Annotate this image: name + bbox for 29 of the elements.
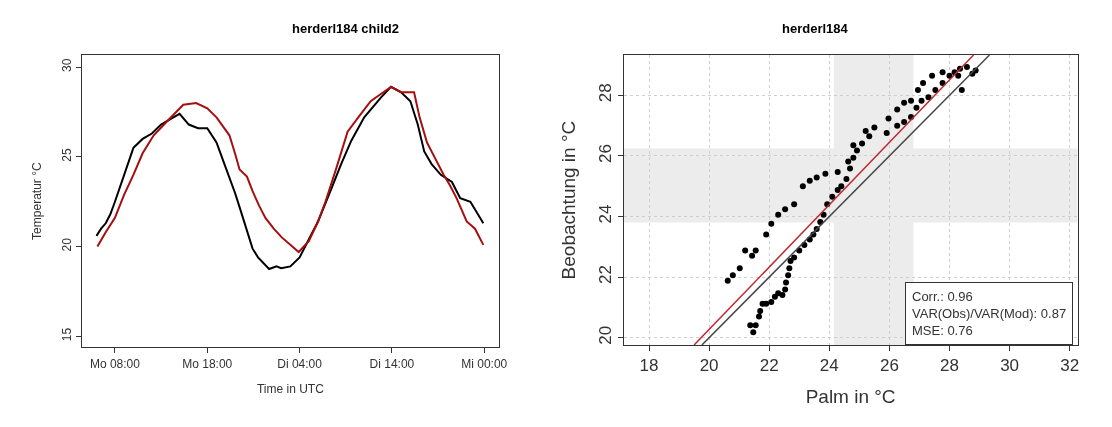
x-tick-label: 24 [819,356,839,376]
x-tick-label: 32 [1060,356,1080,376]
y-tick-label: 25 [59,148,74,162]
y-tick-label: 26 [595,143,615,163]
x-tick-label: Mo 18:00 [182,356,233,371]
y-tick-label: 20 [595,325,615,345]
x-tick-label: Mo 08:00 [89,356,141,371]
x-tick-label: 22 [759,356,779,376]
y-tick-label: 28 [595,83,615,103]
x-tick-label: 18 [639,356,659,376]
y-tick-label: 22 [595,265,615,285]
annotation: Corr.: 0.96 VAR(Obs)/VAR(Mod): 0.87 MSE: 0.76 [912,289,1067,338]
x-tick-label: Di 14:00 [369,356,415,371]
x-tick-label: Mi 00:00 [461,356,508,371]
y-tick-label: 15 [59,327,74,342]
x-tick-label: Di 04:00 [277,356,323,371]
x-tick-label: 30 [1000,356,1020,376]
y-tick-label: 30 [59,58,74,72]
x-axis-title: Time in UTC [256,382,325,397]
x-axis-title: Palm in °C [805,386,896,408]
y-tick-label: 20 [59,237,74,252]
y-axis-title: Temperatur °C [30,162,45,240]
x-tick-label: 26 [879,356,899,376]
chart-title: herderl184 child2 [292,21,399,36]
x-tick-label: 28 [940,356,959,376]
y-axis-title: Beobachtung in °C [557,120,579,280]
chart-title: herderl184 [782,21,849,36]
y-tick-label: 24 [595,204,615,224]
x-tick-label: 20 [699,356,719,376]
